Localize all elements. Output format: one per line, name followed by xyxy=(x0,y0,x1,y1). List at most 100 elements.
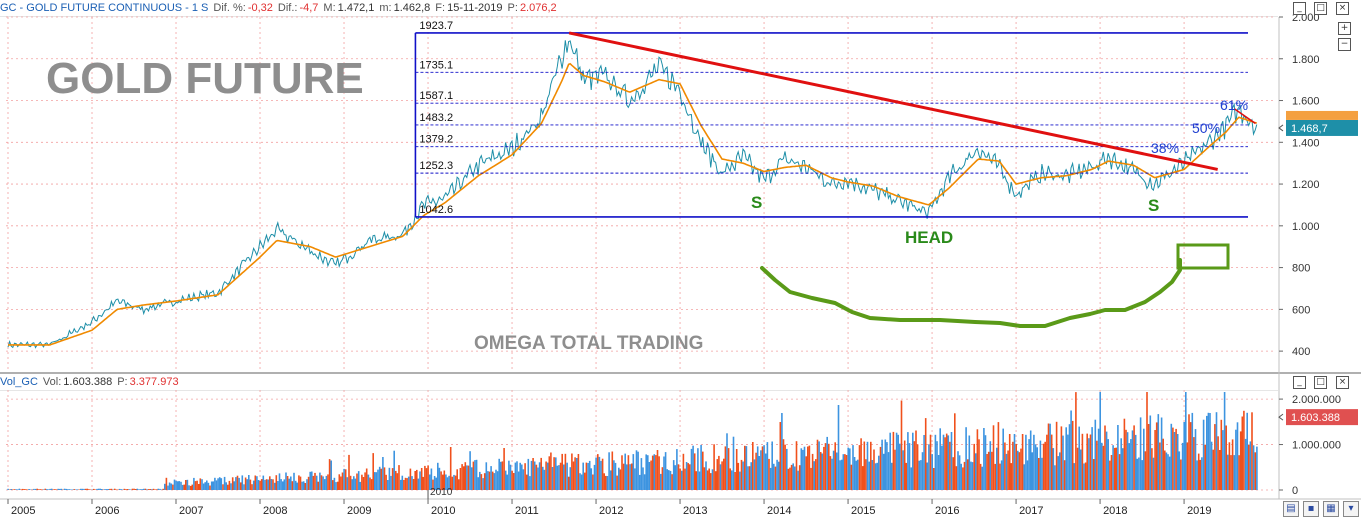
volume-bar-down xyxy=(254,475,257,490)
volume-bar-up xyxy=(1227,454,1229,490)
volume-bar-down xyxy=(109,488,111,490)
volume-bar-up xyxy=(685,462,688,490)
volume-bar-down xyxy=(828,443,830,490)
volume-bar-down xyxy=(440,471,442,490)
volume-bar-up xyxy=(217,478,219,490)
volume-bar-up xyxy=(842,454,845,490)
volume-bar-down xyxy=(1254,452,1257,490)
volume-bar-up xyxy=(1002,428,1004,490)
volume-bar-down xyxy=(1214,424,1216,490)
volume-bar-down xyxy=(1162,438,1164,490)
volume-bar-up xyxy=(57,488,59,490)
volume-bar-down xyxy=(31,489,34,490)
volume-bar-down xyxy=(1109,460,1111,490)
volume-bar-up xyxy=(558,465,560,490)
volume-bar-up xyxy=(907,432,909,490)
volume-bar-down xyxy=(973,443,975,490)
fib-level-label: 1483.2 xyxy=(419,112,453,124)
right-shoulder-label: S xyxy=(1148,196,1159,215)
volume-bar-down xyxy=(1076,447,1079,490)
volume-bar-down xyxy=(385,474,387,490)
maximize-button[interactable]: □ xyxy=(1314,2,1327,15)
volume-bar-down xyxy=(658,456,660,490)
fib-38-label: 38% xyxy=(1151,140,1179,156)
volume-bar-up xyxy=(771,441,773,490)
volume-bar-down xyxy=(38,489,40,490)
volume-bar-down xyxy=(682,453,685,490)
volume-bar-down xyxy=(1186,442,1189,490)
volume-bar-down xyxy=(1050,434,1053,490)
settings-icon[interactable]: ▾ xyxy=(1343,501,1359,517)
volume-minimize-button[interactable]: _ xyxy=(1293,376,1306,389)
volume-bar-down xyxy=(1180,459,1182,490)
volume-close-icon[interactable]: × xyxy=(1336,376,1349,389)
volume-bar-down xyxy=(585,462,588,490)
volume-bar-down xyxy=(62,489,64,490)
minimize-button[interactable]: _ xyxy=(1293,2,1306,15)
volume-bar-up xyxy=(1252,445,1255,490)
volume-bar-down xyxy=(540,457,542,490)
volume-bar-down xyxy=(86,488,89,490)
volume-bar-up xyxy=(280,479,282,490)
volume-bar-up xyxy=(797,470,799,490)
volume-bar-down xyxy=(1230,455,1232,490)
volume-bar-down xyxy=(327,474,329,490)
volume-bar-up xyxy=(267,479,269,490)
volume-bar-up xyxy=(1138,457,1140,490)
volume-bar-up xyxy=(257,480,260,490)
volume-bar-down xyxy=(20,489,22,490)
volume-bar-down xyxy=(1047,423,1050,490)
volume-bar-up xyxy=(681,470,683,490)
layout-icon[interactable]: ▤ xyxy=(1283,501,1299,517)
volume-bar-down xyxy=(991,451,993,490)
volume-bar-up xyxy=(1235,429,1237,490)
volume-bar-up xyxy=(546,462,549,490)
volume-maximize-button[interactable]: □ xyxy=(1314,376,1327,389)
volume-bar-down xyxy=(260,479,263,490)
volume-tick-label: 2.000.000 xyxy=(1292,394,1341,406)
volume-bar-down xyxy=(768,458,770,490)
zoom-out-button[interactable]: − xyxy=(1338,38,1351,51)
volume-bar-down xyxy=(978,439,980,490)
grid-icon[interactable]: ▦ xyxy=(1323,501,1339,517)
dif-label: Dif.: xyxy=(277,2,298,14)
volume-bar-down xyxy=(39,489,42,490)
zoom-in-button[interactable]: + xyxy=(1338,22,1351,35)
volume-bar-up xyxy=(522,469,525,490)
save-icon[interactable]: ▪ xyxy=(1303,501,1319,517)
volume-bar-down xyxy=(286,476,289,490)
volume-bar-down xyxy=(1228,442,1231,490)
volume-bar-up xyxy=(519,462,521,490)
volume-bar-down xyxy=(782,439,785,490)
volume-bar-up xyxy=(664,452,667,490)
volume-bar-down xyxy=(398,465,400,490)
close-icon[interactable]: × xyxy=(1336,2,1349,15)
volume-bar-up xyxy=(42,489,45,490)
volume-bar-down xyxy=(154,489,156,490)
volume-bar-down xyxy=(304,483,307,490)
axes: 400 600 800 1.000 1.200 1.400 1.600 1.800 2.000 2… xyxy=(7,12,1341,517)
volume-badge-bg xyxy=(1286,409,1358,426)
max-label: M: xyxy=(323,2,336,14)
volume-bar-up xyxy=(1222,430,1224,490)
volume-bar-up xyxy=(1083,463,1085,490)
volume-bar-up xyxy=(7,488,9,490)
fib-50-label: 50% xyxy=(1192,120,1220,136)
volume-bar-up xyxy=(378,466,381,490)
volume-bar-down xyxy=(693,453,696,490)
volume-bar-down xyxy=(559,462,562,490)
pattern-curve xyxy=(760,258,1182,328)
volume-bar-up xyxy=(760,450,762,490)
volume-bar-down xyxy=(1038,458,1040,490)
head-label: HEAD xyxy=(905,228,953,247)
volume-bar-up xyxy=(1165,452,1168,490)
volume-bar-up xyxy=(206,480,208,490)
volume-bar-up xyxy=(1105,431,1108,490)
volume-bar-down xyxy=(824,443,827,490)
volume-bar-down xyxy=(92,488,95,490)
volume-bar-up xyxy=(936,441,938,490)
volume-bar-up xyxy=(1168,456,1171,490)
volume-bar-down xyxy=(427,465,429,490)
volume-bar-down xyxy=(1081,433,1084,490)
volume-bar-down xyxy=(929,434,932,490)
